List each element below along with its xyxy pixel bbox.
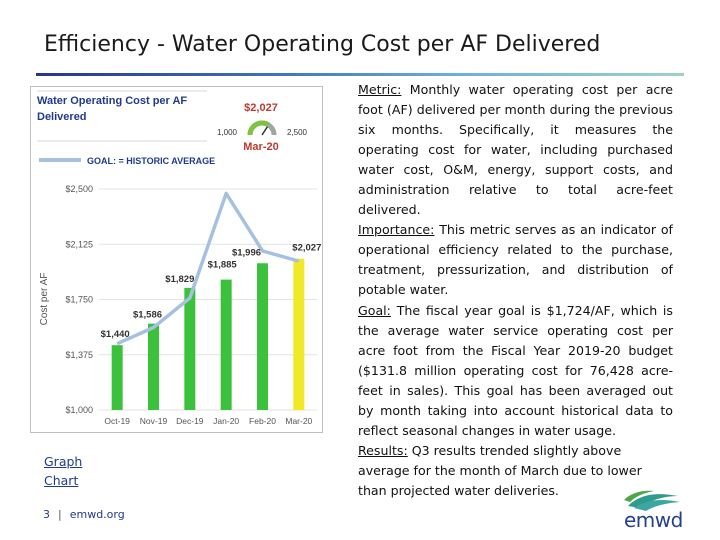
emwd-logo-icon: [624, 490, 680, 511]
y-tick-label: $2,125: [65, 239, 93, 249]
x-tick-label: Oct-19: [104, 416, 130, 426]
chart-title-line1: Water Operating Cost per AF: [37, 95, 187, 107]
data-label: $1,829: [165, 274, 194, 285]
x-tick-label: Jan-20: [213, 416, 239, 426]
chart-link[interactable]: Chart: [44, 473, 79, 488]
graph-link[interactable]: Graph: [44, 454, 83, 469]
data-label: $1,440: [101, 329, 130, 340]
bar: [111, 345, 123, 410]
x-tick-label: Feb-20: [249, 416, 276, 426]
goal-label: Goal:: [358, 302, 391, 318]
gauge-period-label: Mar-20: [243, 141, 278, 153]
importance-text: This metric serves as an indicator of op…: [358, 222, 673, 298]
data-label: $1,586: [133, 310, 162, 321]
slide-title: Efficiency - Water Operating Cost per AF…: [44, 32, 601, 57]
legend-goal-label: GOAL: = HISTORIC AVERAGE: [87, 156, 215, 166]
chart-panel: Water Operating Cost per AF Delivered $2,0…: [30, 86, 323, 433]
metric-text: Monthly water operating cost per acre fo…: [358, 82, 673, 218]
data-label: $1,885: [208, 260, 238, 271]
metric-paragraph: Metric: Monthly water operating cost per…: [358, 80, 673, 220]
goal-line: [116, 191, 300, 346]
x-tick-label: Nov-19: [140, 416, 168, 426]
y-tick-label: $1,750: [65, 295, 93, 305]
description-panel: Metric: Monthly water operating cost per…: [358, 80, 673, 501]
importance-label: Importance:: [358, 222, 435, 238]
bar: [257, 263, 268, 410]
data-label: $2,027: [292, 243, 321, 254]
gauge-value-label: $2,027: [244, 102, 278, 114]
goal-paragraph: Goal: The fiscal year goal is $1,724/AF,…: [358, 301, 673, 441]
results-paragraph: Results: Q3 results trended slightly abo…: [358, 441, 673, 501]
site-url: emwd.org: [69, 508, 125, 521]
bar-chart: Water Operating Cost per AF Delivered $2,0…: [37, 90, 321, 426]
metric-label: Metric:: [358, 82, 402, 97]
gauge-max-label: 2,500: [287, 128, 308, 137]
importance-paragraph: Importance: This metric serves as an ind…: [358, 220, 673, 300]
y-tick-label: $1,375: [65, 350, 93, 360]
emwd-logo-text: emwd: [624, 508, 683, 532]
results-label: Results:: [358, 442, 408, 458]
goal-text: The fiscal year goal is $1,724/AF, which…: [358, 302, 673, 438]
y-axis-label: Cost per AF: [39, 273, 50, 326]
x-tick-label: Mar-20: [285, 416, 312, 426]
footer-separator: |: [58, 508, 62, 521]
gauge-needle: [261, 126, 269, 136]
slide-footer: 3 | emwd.org: [43, 508, 125, 521]
results-text: Q3 results trended slightly above averag…: [358, 442, 642, 498]
gauge-fill-arc: [247, 120, 270, 136]
bar: [293, 258, 305, 410]
gauge-min-label: 1,000: [217, 128, 238, 137]
title-divider: [36, 73, 684, 76]
chart-title-line2: Delivered: [37, 111, 87, 123]
data-label: $1,996: [232, 247, 261, 258]
bar: [220, 279, 232, 410]
x-tick-label: Dec-19: [176, 416, 204, 426]
bar: [184, 287, 196, 410]
y-tick-label: $1,000: [65, 405, 93, 415]
page-number: 3: [43, 508, 50, 521]
bar: [148, 323, 159, 410]
view-links: Graph Chart: [44, 452, 82, 490]
y-tick-label: $2,500: [65, 184, 93, 194]
